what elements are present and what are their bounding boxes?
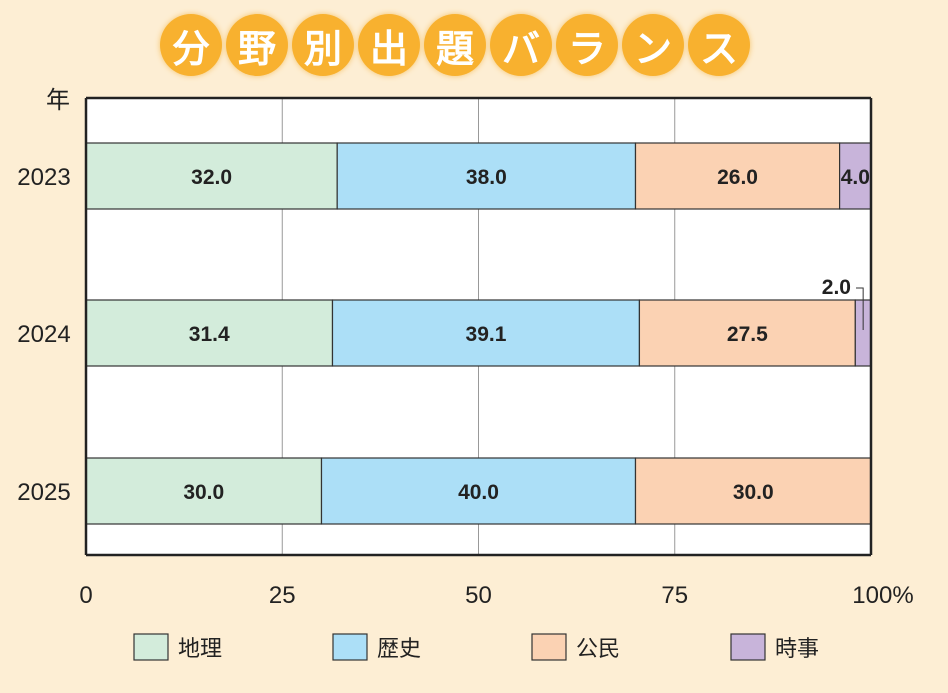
legend-swatch: [730, 633, 766, 661]
title-char: 野: [226, 14, 288, 76]
x-tick-label: 50: [465, 582, 492, 609]
bar-segment: [331, 299, 641, 367]
bar-segment: [838, 142, 872, 210]
leader-line: [856, 287, 864, 330]
title-char: ン: [622, 14, 684, 76]
data-label: 2.0: [822, 276, 851, 299]
data-label: 30.0: [733, 481, 774, 504]
bar-segment: [85, 457, 323, 525]
title-char: 別: [292, 14, 354, 76]
x-tick-label: 0: [79, 582, 92, 609]
data-label: 31.4: [189, 323, 230, 346]
x-tick-label: 25: [269, 582, 296, 609]
bar-segment: [336, 142, 637, 210]
data-label: 32.0: [191, 166, 232, 189]
bar-segment: [320, 457, 637, 525]
title-char: ス: [688, 14, 750, 76]
legend-swatch: [133, 633, 169, 661]
data-label: 40.0: [458, 481, 499, 504]
bar-segment: [85, 142, 338, 210]
y-tick-label: 2023: [17, 164, 70, 191]
title-char: 出: [358, 14, 420, 76]
title-char: 分: [160, 14, 222, 76]
chart-title: 分野別出題バランス: [160, 14, 750, 76]
title-char: ラ: [556, 14, 618, 76]
legend-swatch: [332, 633, 368, 661]
x-tick-label: 75: [661, 582, 688, 609]
bar-segment: [638, 299, 856, 367]
data-label: 30.0: [183, 481, 224, 504]
legend-swatch: [531, 633, 567, 661]
legend-label: 時事: [775, 636, 819, 661]
bar-segment: [85, 299, 334, 367]
bar-segment: [634, 457, 872, 525]
data-label: 27.5: [727, 323, 768, 346]
title-char: 題: [424, 14, 486, 76]
title-char: バ: [490, 14, 552, 76]
y-axis-label: 年: [46, 87, 70, 114]
y-tick-label: 2025: [17, 479, 70, 506]
legend-label: 公民: [576, 636, 620, 661]
data-label: 4.0: [841, 166, 870, 189]
data-label: 26.0: [717, 166, 758, 189]
legend-label: 地理: [178, 636, 222, 661]
x-tick-label: 100%: [852, 582, 913, 609]
bar-segment: [634, 142, 841, 210]
y-tick-label: 2024: [17, 321, 70, 348]
data-label: 38.0: [466, 166, 507, 189]
legend-label: 歴史: [377, 636, 421, 661]
data-label: 39.1: [466, 323, 507, 346]
